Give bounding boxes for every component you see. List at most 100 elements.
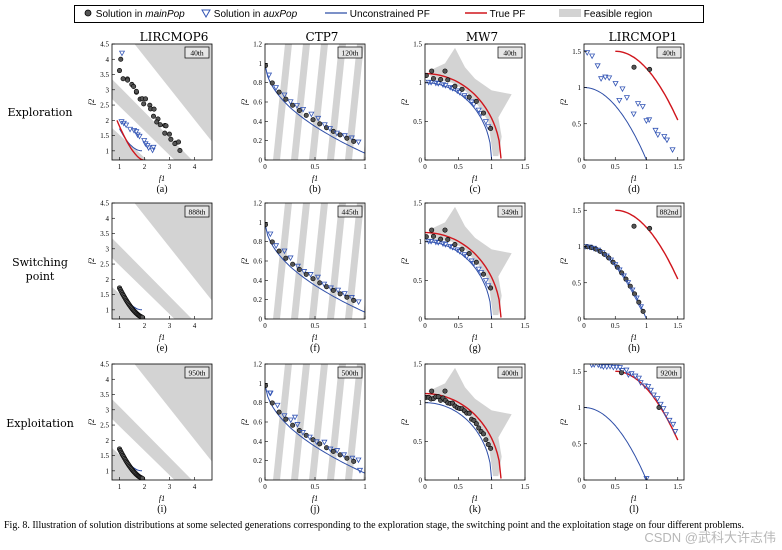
- aux-pop-point: [475, 107, 482, 114]
- y-tick-label: 1: [419, 399, 423, 407]
- aux-pop-point: [641, 383, 648, 390]
- main-pop-point: [337, 291, 343, 297]
- x-tick-label: 0.5: [311, 163, 320, 171]
- aux-pop-point: [635, 375, 642, 382]
- panel-label-j: (j): [310, 504, 319, 515]
- main-pop-point: [466, 251, 472, 257]
- plot-area-d: [584, 50, 679, 160]
- y-tick-label: 1: [578, 84, 582, 92]
- legend-feasible-region: Feasible region: [559, 8, 652, 21]
- plot-area-h: [584, 209, 679, 319]
- x-tick-label: 1: [645, 322, 649, 330]
- feasible-stripe: [363, 460, 365, 480]
- x-tick-label: 1: [363, 322, 367, 330]
- plot-area-l: [584, 364, 679, 480]
- x-tick-label: 1: [118, 163, 122, 171]
- x-tick-label: 0: [423, 163, 427, 171]
- generation-label-c: 40th: [503, 49, 517, 58]
- x-tick-label: 1: [363, 163, 367, 171]
- aux-pop-point: [273, 243, 280, 249]
- legend-true-pf: True PF: [465, 8, 525, 21]
- main-pop-point: [429, 388, 435, 394]
- main-pop-point: [290, 261, 296, 267]
- y-tick-label: 0.5: [413, 277, 422, 285]
- main-pop-point: [283, 96, 289, 102]
- aux-pop-point: [335, 287, 342, 294]
- x-tick-label: 3: [168, 483, 172, 491]
- aux-pop-point: [654, 132, 661, 138]
- unconstrained-pf-line: [584, 407, 647, 480]
- x-tick-label: 2: [143, 322, 147, 330]
- infeasible-band: [112, 98, 175, 160]
- y-tick-label: 1: [259, 380, 263, 388]
- panel-label-e: (e): [156, 343, 167, 354]
- gray-patch-icon: [559, 9, 581, 17]
- plot-area-j: [265, 364, 365, 480]
- aux-pop-point: [266, 390, 274, 397]
- aux-pop-point: [600, 364, 607, 370]
- feasible-stripe: [309, 203, 328, 319]
- aux-pop-point: [616, 365, 624, 371]
- aux-pop-point: [639, 104, 646, 110]
- main-pop-point: [473, 259, 479, 265]
- x-axis-label: f1: [631, 333, 637, 342]
- main-pop-point: [125, 77, 131, 83]
- x-tick-label: 1.5: [521, 163, 530, 171]
- generation-badge-b: [337, 46, 363, 59]
- aux-pop-point: [666, 417, 673, 424]
- aux-pop-point: [118, 119, 125, 125]
- aux-pop-point: [646, 117, 653, 124]
- x-axis-label: f1: [312, 333, 318, 342]
- plot-area-g: [425, 206, 512, 319]
- main-pop-point: [163, 123, 169, 129]
- x-tick-label: 4: [193, 163, 197, 171]
- infeasible-band: [112, 257, 175, 319]
- aux-pop-point: [602, 74, 609, 81]
- panel-e: 1 2 3 4 1 1.5 2 2.5 3 3.5 4 4.5 f1 f2 888th (e): [87, 200, 213, 354]
- axes-frame-e: [111, 202, 213, 320]
- main-pop-point: [445, 237, 451, 243]
- y-tick-label: 1: [578, 243, 582, 251]
- true-pf-line: [425, 231, 502, 318]
- aux-pop-point: [647, 387, 654, 394]
- x-tick-label: 0.5: [454, 163, 463, 171]
- aux-pop-point: [643, 476, 650, 480]
- axes-frame-g: [424, 202, 526, 320]
- y-axis-label: f2: [240, 419, 249, 425]
- generation-label-h: 882nd: [660, 208, 679, 217]
- x-tick-label: 0: [582, 322, 586, 330]
- aux-pop-point: [314, 274, 322, 281]
- y-axis-label: f2: [559, 99, 568, 105]
- main-pop-point: [430, 233, 436, 239]
- y-axis-label: f2: [240, 99, 249, 105]
- infeasible-band: [112, 203, 212, 319]
- y-tick-label: 3: [106, 245, 110, 253]
- aux-pop-point: [584, 50, 591, 56]
- x-tick-label: 0.5: [611, 163, 620, 171]
- main-pop-point: [632, 291, 638, 297]
- panel-l: 0 0.5 1 1.5 0 0.5 1 1.5 f1 f2 920th (l): [559, 363, 685, 515]
- x-axis-label: f1: [159, 174, 165, 183]
- y-tick-label: 1.5: [413, 41, 422, 49]
- y-tick-label: 1.5: [100, 132, 109, 140]
- main-pop-point: [290, 422, 296, 428]
- aux-pop-point: [482, 119, 489, 125]
- x-tick-label: 1.5: [673, 163, 682, 171]
- x-axis-label: f1: [631, 494, 637, 503]
- y-tick-label: 0: [259, 157, 263, 165]
- generation-label-j: 500th: [341, 369, 358, 378]
- main-pop-point: [344, 455, 350, 461]
- y-tick-label: 0: [578, 157, 582, 165]
- y-tick-label: 0.6: [253, 99, 262, 107]
- y-tick-label: 3.5: [100, 71, 109, 79]
- main-pop-point: [330, 287, 336, 293]
- x-tick-label: 2: [143, 483, 147, 491]
- x-tick-label: 0: [423, 483, 427, 491]
- main-pop-point: [438, 76, 444, 82]
- main-pop-point: [631, 64, 637, 70]
- main-pop-point: [317, 121, 323, 127]
- main-pop-point: [488, 445, 494, 451]
- panel-f: 0 0.5 1 0 0.2 0.4 0.6 0.8 1 1.2 f1 f2 445th (f): [240, 200, 367, 355]
- main-pop-point: [310, 276, 316, 282]
